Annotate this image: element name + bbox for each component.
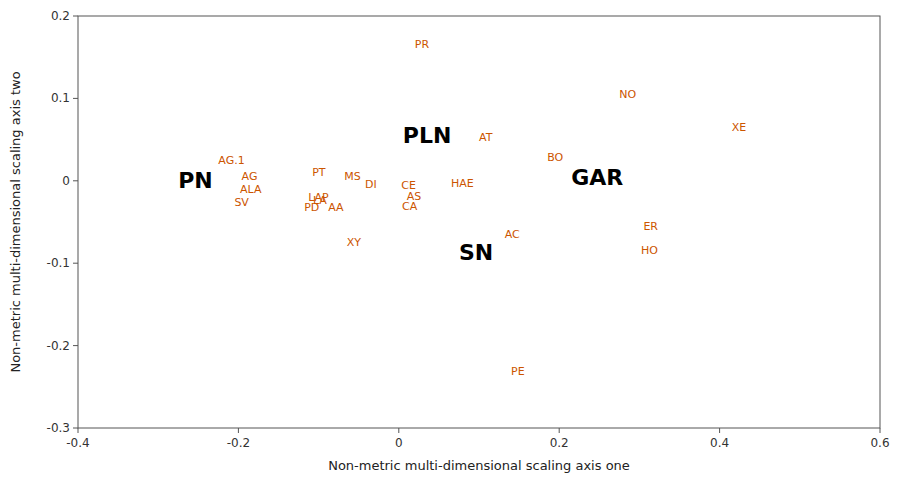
x-tick-label: 0.2 bbox=[550, 436, 569, 450]
x-tick-label: 0.6 bbox=[870, 436, 889, 450]
taxon-label: XY bbox=[347, 236, 362, 249]
taxon-label: MS bbox=[344, 170, 360, 183]
taxon-label: AC bbox=[505, 228, 520, 241]
group-label: PN bbox=[178, 168, 213, 193]
x-axis-label: Non-metric multi-dimensional scaling axi… bbox=[328, 458, 630, 473]
taxon-label: SV bbox=[234, 196, 249, 209]
axes: -0.4 -0.2 0 0.2 0.4 0.6 -0.3 -0.2 -0.1 0 0.1 0.2 bbox=[47, 9, 890, 450]
taxon-label: PR bbox=[415, 38, 430, 51]
taxon-label: PD bbox=[304, 201, 319, 214]
y-tick bbox=[73, 263, 78, 264]
taxon-label: NO bbox=[619, 88, 636, 101]
x-tick bbox=[880, 428, 881, 433]
x-tick bbox=[559, 428, 560, 433]
taxon-label: HO bbox=[641, 244, 658, 257]
x-tick-label: -0.2 bbox=[227, 436, 250, 450]
y-tick bbox=[73, 180, 78, 181]
y-tick-label: 0 bbox=[62, 174, 70, 188]
taxon-label: AG bbox=[242, 170, 258, 183]
label-series: PLN GAR PN SN bbox=[178, 123, 623, 265]
taxon-label: CA bbox=[402, 200, 418, 213]
taxon-label: DI bbox=[365, 178, 377, 191]
x-tick-label: 0.4 bbox=[710, 436, 729, 450]
x-tick-label: 0 bbox=[395, 436, 403, 450]
x-tick bbox=[238, 428, 239, 433]
y-tick-label: -0.3 bbox=[47, 421, 70, 435]
taxon-label: PT bbox=[312, 166, 326, 179]
y-tick-label: -0.2 bbox=[47, 339, 70, 353]
y-tick-label: 0.2 bbox=[51, 9, 70, 23]
group-label: SN bbox=[459, 240, 493, 265]
taxon-label: ALA bbox=[240, 183, 262, 196]
x-tick bbox=[719, 428, 720, 433]
x-tick bbox=[398, 428, 399, 433]
chart: -0.4 -0.2 0 0.2 0.4 0.6 -0.3 -0.2 -0.1 0 0.1 0.2 Non… bbox=[0, 0, 902, 480]
taxon-label: ER bbox=[643, 220, 658, 233]
taxon-label: HAE bbox=[451, 177, 474, 190]
y-tick-label: -0.1 bbox=[47, 256, 70, 270]
group-label: GAR bbox=[571, 165, 623, 190]
label-series: PRNOXEATBOAG.1AGALASVPTMSDILAPLAPDAACEAS… bbox=[218, 38, 746, 378]
taxon-label: AT bbox=[479, 131, 493, 144]
marks: PRNOXEATBOAG.1AGALASVPTMSDILAPLAPDAACEAS… bbox=[178, 38, 746, 378]
taxon-label: XE bbox=[732, 121, 747, 134]
taxon-label: BO bbox=[547, 151, 563, 164]
background bbox=[0, 0, 902, 480]
taxon-label: AG.1 bbox=[218, 154, 244, 167]
taxon-label: AA bbox=[328, 201, 344, 214]
y-tick bbox=[73, 98, 78, 99]
y-tick bbox=[73, 428, 78, 429]
plot-frame bbox=[78, 16, 880, 428]
y-tick bbox=[73, 16, 78, 17]
y-axis-label: Non-metric multi-dimensional scaling axi… bbox=[8, 71, 23, 372]
x-tick bbox=[78, 428, 79, 433]
y-tick bbox=[73, 345, 78, 346]
group-label: PLN bbox=[403, 123, 452, 148]
x-tick-label: -0.4 bbox=[66, 436, 89, 450]
taxon-label: PE bbox=[511, 365, 525, 378]
y-tick-label: 0.1 bbox=[51, 91, 70, 105]
